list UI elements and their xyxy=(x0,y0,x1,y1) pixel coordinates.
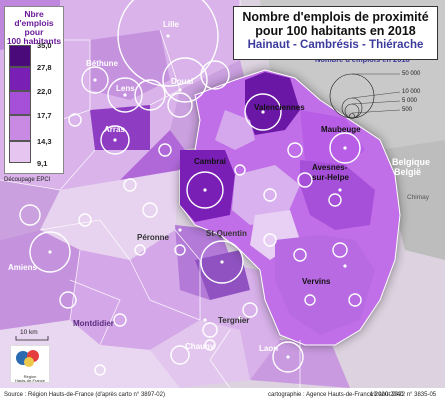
label-douai: Douai xyxy=(171,77,193,86)
circle-valenciennes xyxy=(244,93,282,131)
legend-title-line-3: 100 habitants xyxy=(6,36,62,46)
label-belgie: België xyxy=(394,167,421,177)
scale-bar: 10 km xyxy=(15,329,49,341)
legend-class-3: 22,0 xyxy=(37,87,52,96)
place-labels: Lille Béthune Lens Douai Arras Valencien… xyxy=(8,20,430,353)
label-lille: Lille xyxy=(163,20,180,29)
legend-class-5: 14,3 xyxy=(37,137,52,146)
bapaume-zone xyxy=(120,130,185,180)
caudry-zone xyxy=(215,110,255,150)
label-peronne: Péronne xyxy=(137,233,170,242)
title-line-2: pour 100 habitants en 2018 xyxy=(255,24,416,38)
circle-maubeuge xyxy=(329,132,361,164)
decoupage-note: Découpage EPCI xyxy=(4,177,51,183)
choropleth-legend: Nbre d'emplois pour 100 habitants 35,0 2… xyxy=(4,6,64,174)
footer-credit: cartographie : Agence Hauts-de-France 20… xyxy=(268,392,404,398)
title-box: Nombre d'emplois de proximité pour 100 h… xyxy=(233,6,438,60)
circle-legend-value-1: 50 000 xyxy=(402,71,421,77)
circle-cambrai xyxy=(186,171,224,209)
legend-swatch-5 xyxy=(9,141,31,163)
circle-lille xyxy=(117,0,219,87)
label-tergnier: Tergnier xyxy=(218,316,249,325)
label-laon: Laon xyxy=(259,344,278,353)
legend-class-4: 17,7 xyxy=(37,111,52,120)
label-vervins: Vervins xyxy=(302,277,331,286)
region-logo: Région Hauts-de-France xyxy=(10,345,50,383)
circle-legend-value-2: 10 000 xyxy=(402,89,421,95)
amiens-zone xyxy=(0,230,80,330)
coast-zone xyxy=(0,180,60,240)
footer-strip xyxy=(0,388,445,401)
footer-date: 19 août 2022 n° 3835-05 xyxy=(370,392,437,398)
label-valenciennes: Valenciennes xyxy=(254,103,305,112)
label-saint-quentin: St-Quentin xyxy=(206,229,247,238)
belgium-area-south xyxy=(380,140,445,260)
legend-swatch-2 xyxy=(9,67,31,91)
vervins-zone xyxy=(275,235,375,335)
legend-swatch-4 xyxy=(9,115,31,141)
circle-laon xyxy=(272,341,304,373)
le-cateau-zone xyxy=(232,165,300,225)
scale-label: 10 km xyxy=(20,329,38,336)
label-arras: Arras xyxy=(104,125,125,134)
valenciennes-zone xyxy=(245,72,300,135)
region-logo-mark xyxy=(16,350,39,367)
circle-amiens xyxy=(29,231,71,273)
title-subtitle: Hainaut - Cambrésis - Thiérache xyxy=(247,39,424,51)
legend-class-6: 9,1 xyxy=(37,159,48,168)
label-montdidier: Montdidier xyxy=(73,319,114,328)
label-avesnes-1: Avesnes- xyxy=(312,163,348,172)
legend-class-2: 27,8 xyxy=(37,63,52,72)
footer-source: Source : Région Hauts-de-France (d'après… xyxy=(4,392,165,398)
label-amiens: Amiens xyxy=(8,263,37,272)
legend-title-line-2: pour xyxy=(24,27,44,37)
label-lens: Lens xyxy=(116,84,135,93)
label-belgique: Belgique xyxy=(392,157,430,167)
label-bethune: Béthune xyxy=(86,59,119,68)
circle-saint-quentin xyxy=(200,240,244,284)
circle-legend-value-4: 500 xyxy=(402,107,413,113)
label-chauny: Chauny xyxy=(185,342,215,351)
legend-swatch-1 xyxy=(9,45,31,67)
legend-title-line-1: Nbre d'emplois xyxy=(14,9,54,28)
label-avesnes-2: sur-Helpe xyxy=(312,173,349,182)
label-chimay: Chimay xyxy=(407,194,430,201)
legend-title: Nbre d'emplois pour 100 habitants xyxy=(5,10,63,46)
legend-class-1: 35,0 xyxy=(37,41,52,50)
circle-legend-value-3: 5 000 xyxy=(402,98,418,104)
saint-quentin-core xyxy=(195,250,250,300)
title-line-1: Nombre d'emplois de proximité xyxy=(242,10,429,24)
label-cambrai: Cambrai xyxy=(194,157,226,166)
legend-swatch-3 xyxy=(9,91,31,115)
employment-circles xyxy=(19,0,362,376)
label-maubeuge: Maubeuge xyxy=(321,125,361,134)
logo-text-1: Région xyxy=(23,374,37,379)
logo-text-2: Hauts-de-France xyxy=(14,378,45,383)
city-dots xyxy=(48,34,347,359)
montdidier-zone xyxy=(70,230,200,350)
